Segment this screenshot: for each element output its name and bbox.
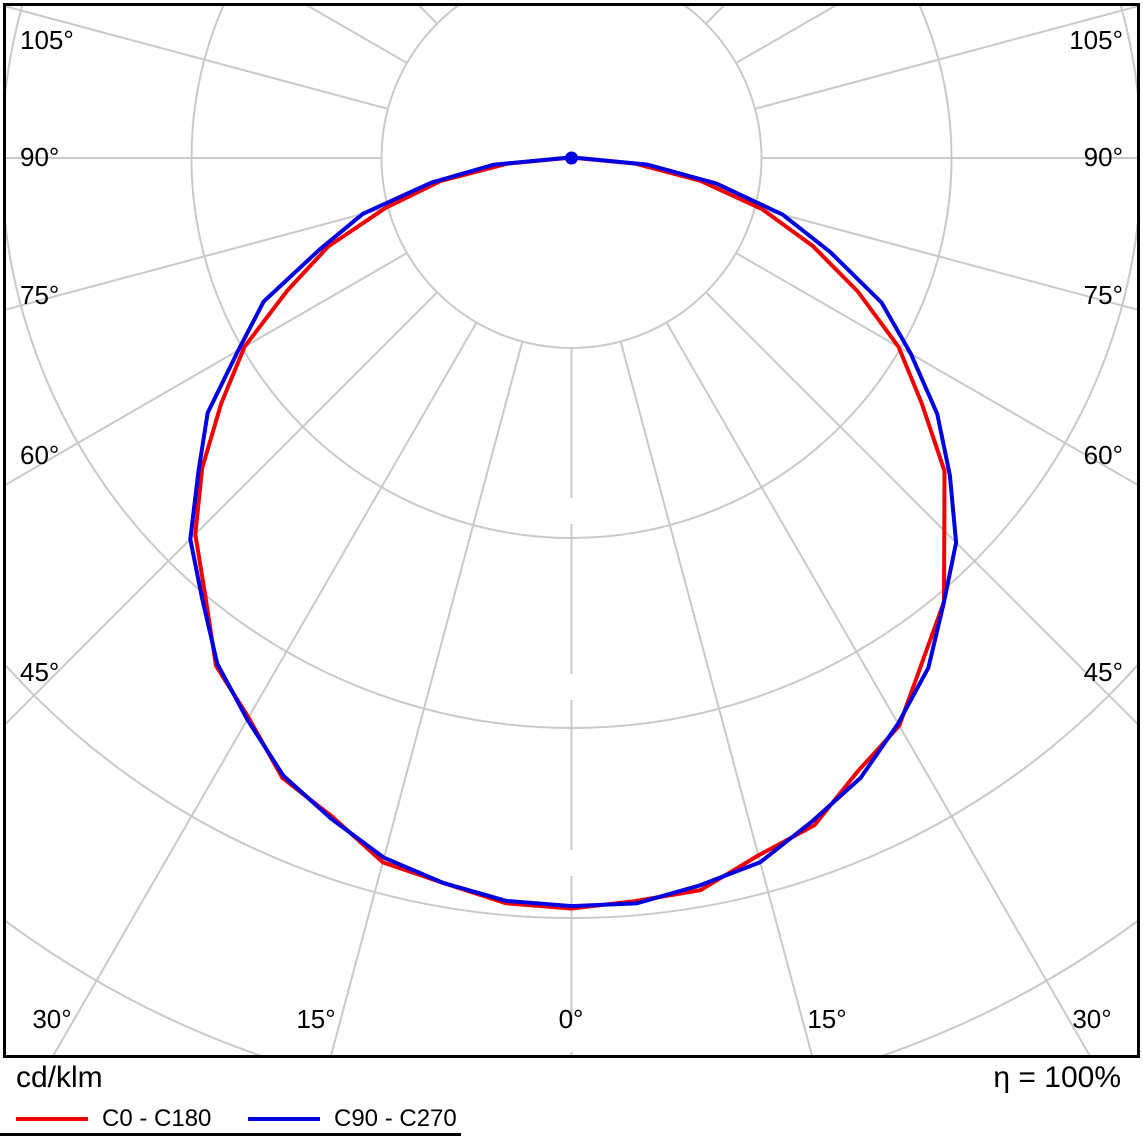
curve-endpoint-dot xyxy=(565,151,578,165)
unit-label: cd/klm xyxy=(16,1061,103,1094)
grid-circle xyxy=(380,6,763,349)
intensity-curves xyxy=(188,151,959,911)
angle-label: 45° xyxy=(1083,657,1123,687)
grid-radial-line xyxy=(52,322,478,1055)
angle-label: 30° xyxy=(1072,1004,1112,1034)
angle-label: 15° xyxy=(807,1004,847,1034)
grid-radial-line xyxy=(6,291,438,725)
series-c90-c270 xyxy=(188,156,959,909)
angle-label: 0° xyxy=(558,1004,584,1034)
grid-radial-line xyxy=(754,206,1137,311)
grid-radial-line xyxy=(6,206,389,311)
grid-radial-line xyxy=(330,341,524,1055)
legend-item-c0-c180: C0 - C180 xyxy=(16,1103,211,1135)
legend-swatch-red xyxy=(16,1117,88,1121)
legend-label: C90 - C270 xyxy=(334,1105,457,1132)
legend-swatch-blue xyxy=(248,1117,320,1121)
grid-radial-line xyxy=(6,6,389,110)
grid-radial-line xyxy=(665,322,1091,1055)
grid-radial-line xyxy=(6,252,408,486)
efficiency-label: η = 100% xyxy=(993,1061,1121,1094)
angle-label: 75° xyxy=(1083,280,1123,310)
grid-radial-line xyxy=(754,6,1137,110)
angle-label: 90° xyxy=(1083,142,1123,172)
legend-item-c90-c270: C90 - C270 xyxy=(248,1103,457,1135)
angle-label: 60° xyxy=(1083,440,1123,470)
angle-label: 105° xyxy=(20,25,74,55)
angle-label: 105° xyxy=(1069,25,1123,55)
series-c0-c180 xyxy=(193,156,947,911)
angle-label: 60° xyxy=(20,440,60,470)
legend-underline xyxy=(0,1133,461,1136)
plot-border xyxy=(3,3,1140,1058)
angle-label: 75° xyxy=(20,280,60,310)
angle-label: 90° xyxy=(20,142,60,172)
angle-label: 45° xyxy=(20,657,60,687)
grid-radial-line xyxy=(735,252,1137,486)
legend-label: C0 - C180 xyxy=(102,1105,212,1132)
grid-radial-line xyxy=(619,341,813,1055)
grid-radial-line xyxy=(705,291,1137,725)
angle-label: 15° xyxy=(296,1004,336,1034)
angle-label: 30° xyxy=(32,1004,72,1034)
